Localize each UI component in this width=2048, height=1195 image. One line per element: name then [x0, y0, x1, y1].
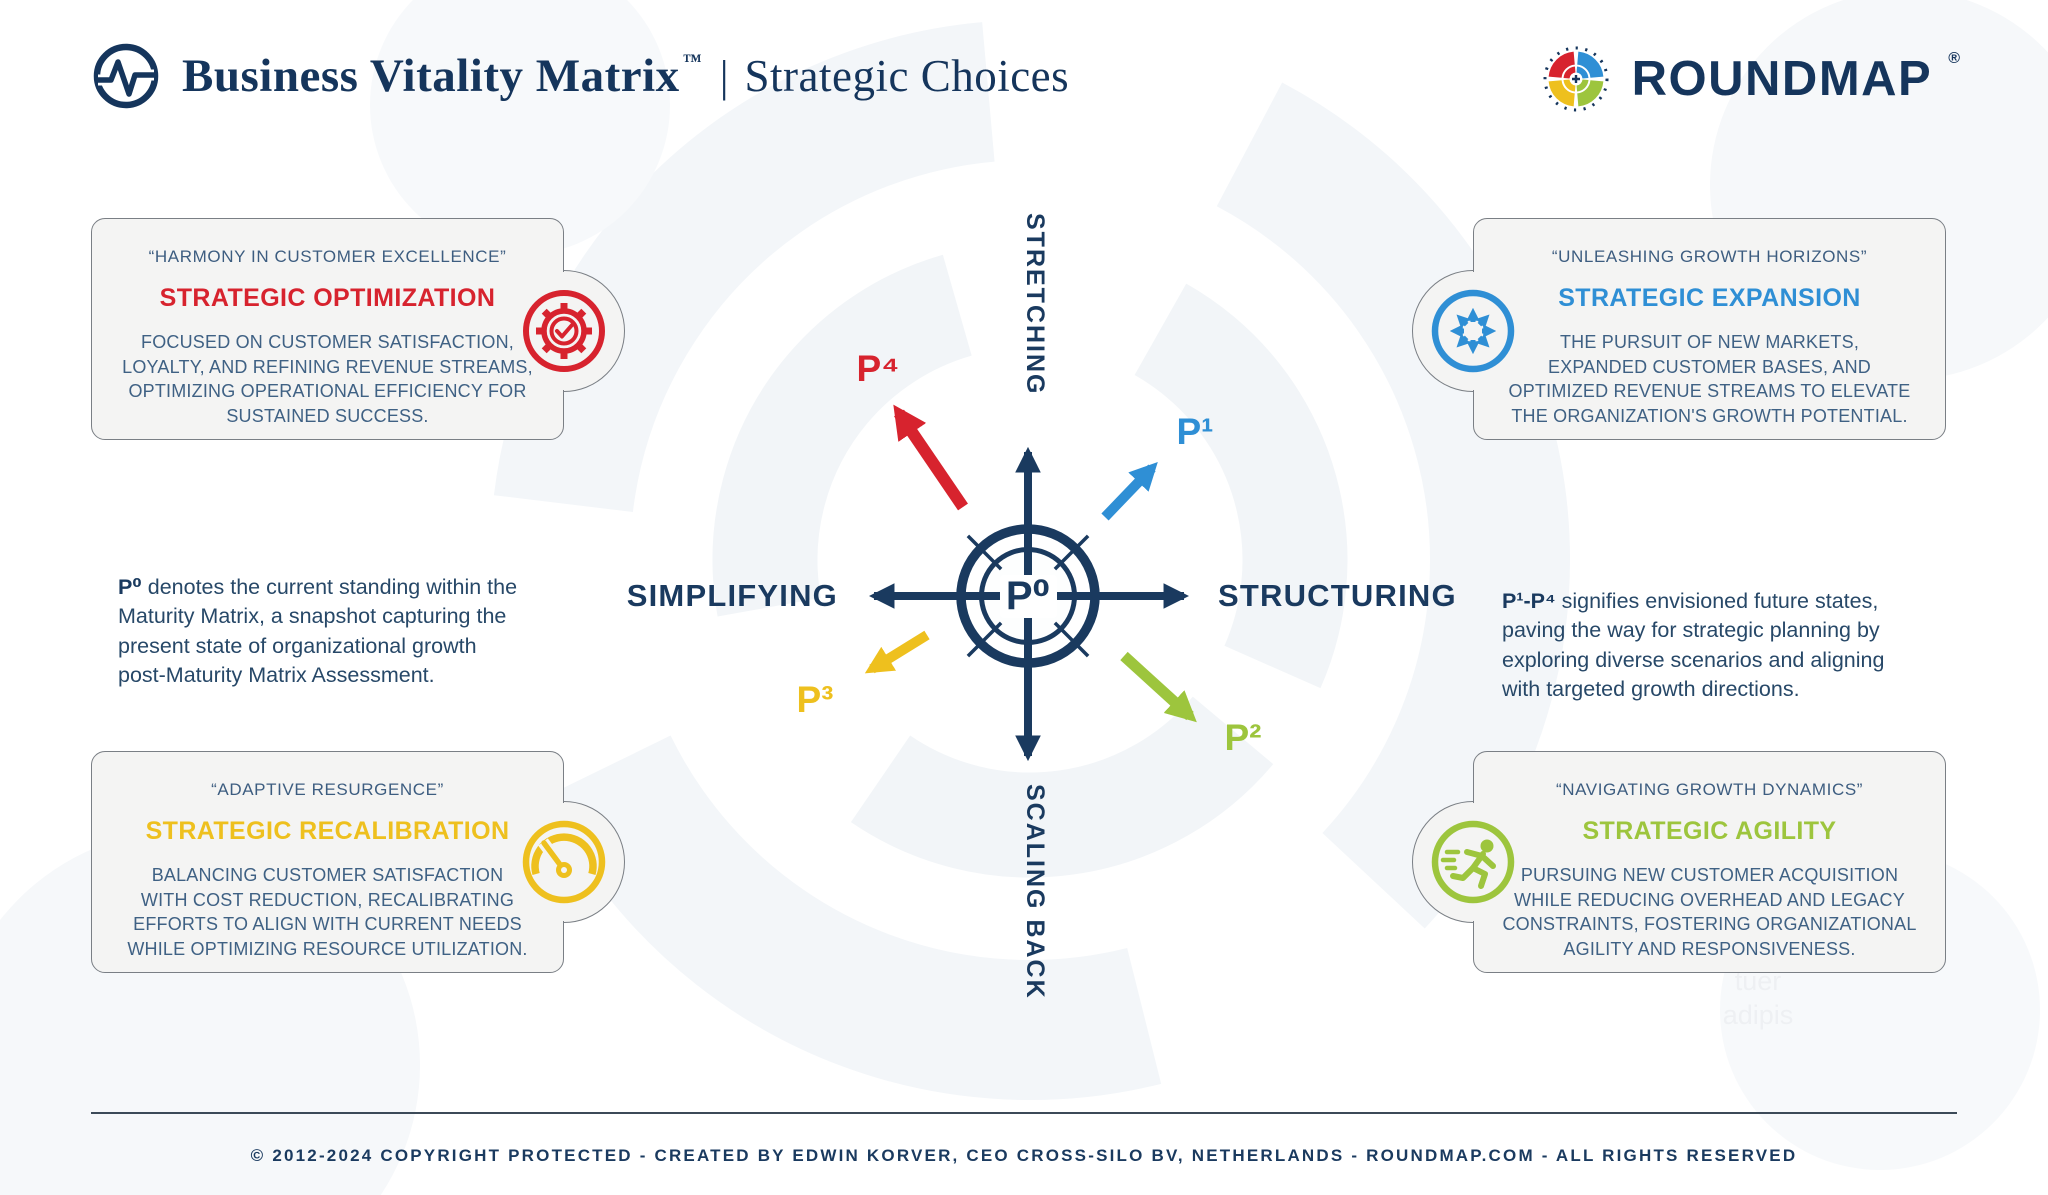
- axis-label-scaling-back: SCALING BACK: [1021, 784, 1049, 1000]
- point-label-p3: P³: [796, 679, 834, 720]
- arrow-p4: [893, 404, 968, 511]
- point-label-p4: P⁴: [856, 348, 900, 389]
- arrow-p2: [1120, 651, 1197, 723]
- card-body: FOCUSED ON CUSTOMER SATISFACTION, LOYALT…: [122, 332, 533, 426]
- card-quote: “NAVIGATING GROWTH DYNAMICS”: [1555, 780, 1864, 799]
- roundmap-logo-icon: [1543, 46, 1609, 112]
- title-divider: |: [719, 51, 729, 101]
- card-quote: “ADAPTIVE RESURGENCE”: [211, 780, 444, 799]
- card-title: STRATEGIC EXPANSION: [1558, 284, 1861, 312]
- card-quote: “UNLEASHING GROWTH HORIZONS”: [1551, 247, 1868, 266]
- scenario-arrows: [864, 404, 1197, 723]
- point-label-p2: P²: [1224, 717, 1262, 758]
- point-label-p0: P⁰: [1005, 574, 1051, 618]
- card-title: STRATEGIC OPTIMIZATION: [159, 284, 496, 312]
- brand-name: ROUNDMAP: [1631, 52, 1933, 106]
- card-title: STRATEGIC AGILITY: [1582, 817, 1837, 845]
- registered-symbol: ®: [1948, 50, 1960, 67]
- trademark-symbol: ™: [682, 51, 702, 72]
- card-strategic-optimization: “HARMONY IN CUSTOMER EXCELLENCE” STRATEG…: [91, 218, 564, 440]
- gauge-icon: [522, 820, 606, 904]
- arrow-p3: [864, 630, 930, 674]
- note-current-state-text: denotes the current standing within the …: [118, 575, 518, 687]
- note-future-states-lead: P¹-P⁴: [1502, 589, 1556, 614]
- axis-label-simplifying: SIMPLIFYING: [626, 578, 838, 613]
- card-strategic-recalibration: “ADAPTIVE RESURGENCE” STRATEGIC RECALIBR…: [91, 751, 564, 973]
- arrow-p1: [1101, 461, 1158, 521]
- axis-label-stretching: STRETCHING: [1021, 213, 1049, 396]
- gear-check-icon: [523, 290, 605, 372]
- pulse-circle-icon: [93, 43, 159, 109]
- card-body: THE PURSUIT OF NEW MARKETS, EXPANDED CUS…: [1508, 332, 1911, 426]
- card-body: BALANCING CUSTOMER SATISFACTION WITH COS…: [127, 865, 528, 959]
- axis-label-structuring: STRUCTURING: [1218, 578, 1457, 613]
- page-title-sub: Strategic Choices: [744, 51, 1070, 101]
- footer-divider: [91, 1112, 1957, 1114]
- card-body: PURSUING NEW CUSTOMER ACQUISITION WHILE …: [1502, 865, 1917, 959]
- brand-logo: ROUNDMAP ®: [1536, 36, 1960, 122]
- note-future-states-text: signifies envisioned future states, pavi…: [1502, 589, 1885, 701]
- card-quote: “HARMONY IN CUSTOMER EXCELLENCE”: [148, 247, 507, 266]
- header: Business Vitality Matrix ™ | Strategic C…: [90, 36, 1069, 116]
- footer-copyright: © 2012-2024 COPYRIGHT PROTECTED - CREATE…: [250, 1146, 1798, 1165]
- card-title: STRATEGIC RECALIBRATION: [145, 817, 510, 845]
- page-title: Business Vitality Matrix ™ | Strategic C…: [182, 49, 1069, 103]
- page-title-main: Business Vitality Matrix: [182, 50, 680, 102]
- card-strategic-agility: “NAVIGATING GROWTH DYNAMICS” STRATEGIC A…: [1473, 751, 1946, 973]
- note-future-states: P¹-P⁴ signifies envisioned future states…: [1502, 558, 1952, 704]
- card-strategic-expansion: “UNLEASHING GROWTH HORIZONS” STRATEGIC E…: [1473, 218, 1946, 440]
- runner-icon: [1431, 820, 1515, 904]
- point-label-p1: P¹: [1176, 411, 1214, 452]
- watermark-text: tuer adipis: [1722, 966, 1794, 1030]
- note-current-state-lead: P⁰: [118, 575, 142, 600]
- note-current-state: P⁰ denotes the current standing within t…: [118, 544, 588, 690]
- expand-arrows-icon: [1431, 289, 1515, 373]
